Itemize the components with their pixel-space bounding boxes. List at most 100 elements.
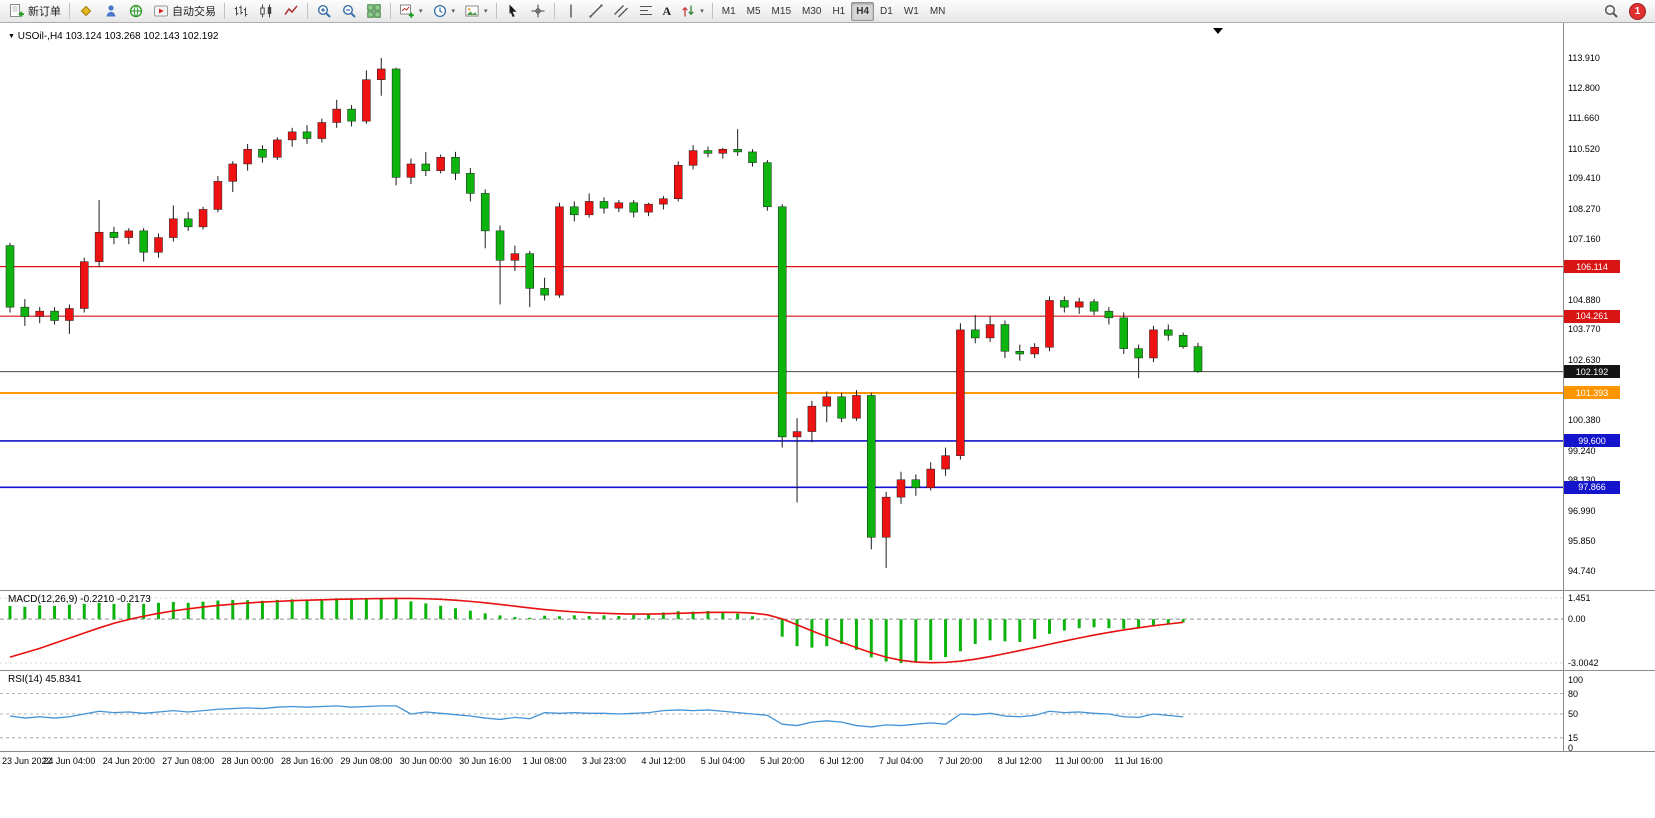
macd-panel[interactable] [0,597,1563,664]
zoom-in-button[interactable] [312,1,336,22]
macd-axis-label: 0.00 [1568,614,1586,625]
candle [287,127,297,147]
cursor-icon [509,4,517,17]
candle [792,418,802,503]
candle [659,196,668,210]
channel-icon [613,5,628,18]
price-axis-label: 95.850 [1568,536,1596,547]
search-button[interactable] [1599,1,1623,22]
templates-button[interactable]: ▾ [460,1,492,22]
price-axis-label: 108.270 [1568,203,1601,214]
diamond-icon [80,5,92,17]
market-watch-button[interactable] [74,1,98,22]
new-order-label: 新订单 [28,6,61,18]
candle [421,151,431,177]
magnifier-icon [1603,3,1619,19]
timeframe-w1-button[interactable]: W1 [903,5,919,17]
candle [406,158,416,185]
toolbar-separator [224,3,225,19]
candle [911,474,921,496]
candle [495,225,505,305]
chart-bars-button[interactable] [229,1,253,22]
macd-axis-label: -3.0042 [1568,658,1599,669]
rsi-line [9,705,1184,728]
candle [926,462,935,491]
period-menu-button[interactable]: ▾ [428,1,460,22]
candle [436,154,445,174]
candle [584,193,594,218]
candle [1119,312,1128,354]
chart-symbol-line: ▼ USOil-,H4 103.124 103.268 102.143 102.… [8,31,218,42]
price-axis-label: 111.660 [1568,113,1600,124]
new-order-button[interactable]: 新订单 [5,1,65,22]
candle [80,257,89,313]
channel-button[interactable] [609,1,633,22]
candle [867,392,876,550]
price-axis-label: 94.740 [1568,565,1596,576]
timeframe-m30-button[interactable]: M30 [802,5,822,17]
community-button[interactable] [124,1,148,22]
time-axis-label: 28 Jun 16:00 [280,756,334,766]
time-axis-label: 30 Jun 00:00 [399,756,452,766]
candle [852,390,861,421]
candle [480,189,490,249]
candle [391,67,401,186]
symbol-dropdown-icon[interactable]: ▼ [8,33,15,40]
timeframe-m15-button[interactable]: M15 [771,5,791,17]
auto-trading-button[interactable]: 自动交易 [149,1,220,22]
trendline-button[interactable] [584,1,608,22]
price-badge: 99.600 [1564,434,1620,448]
magnifier-icon [1604,4,1618,18]
price-axis-label: 98.130 [1568,475,1596,485]
timeframe-d1-button[interactable]: D1 [880,5,893,17]
rsi-panel[interactable] [0,693,1563,739]
text-icon: A [662,3,672,18]
text-tool-button[interactable]: A [659,1,676,22]
accounts-button[interactable] [99,1,123,22]
rsi-axis-label: 15 [1568,732,1579,743]
candle [20,299,30,326]
cursor-button[interactable] [501,1,525,22]
symbol-period-label: USOil-,H4 [17,31,63,42]
fibonacci-button[interactable] [634,1,658,22]
candle [362,70,371,124]
candle [1149,325,1158,362]
clock-icon [433,4,446,18]
tile-windows-button[interactable] [362,1,386,22]
candle [302,125,312,144]
price-badge: 97.866 [1564,480,1620,494]
arrow-icon [682,5,694,17]
arrows-button[interactable]: ▾ [676,1,708,22]
timeframe-m5-button[interactable]: M5 [746,5,761,17]
toolbar: 新订单 自动交易 ▾ ▾ ▾ A ▾ M1 M5 M15 M30 H1 H4 D1 W1 MN 1 [0,0,1655,23]
chart-candles-button[interactable] [254,1,278,22]
timeframe-h4-button[interactable]: H4 [851,1,875,21]
candle [644,202,653,217]
candle [35,307,44,324]
price-axis-label: 96.990 [1568,505,1596,516]
new-chart-button[interactable]: ▾ [395,1,427,22]
timeframe-h1-button[interactable]: H1 [832,5,846,17]
candle [228,161,237,193]
fibo-icon [639,6,652,15]
candle [510,245,520,272]
chart-line-button[interactable] [279,1,303,22]
vertical-line-button[interactable] [559,1,583,22]
crosshair-button[interactable] [526,1,550,22]
time-axis-label: 5 Jul 20:00 [760,756,805,766]
vline-icon [569,4,572,18]
timeframe-m1-button[interactable]: M1 [721,5,736,17]
price-badge: 106.114 [1564,260,1620,274]
zoom-out-button[interactable] [337,1,361,22]
candles [5,58,1203,569]
candle [718,147,728,159]
candle [896,471,906,504]
timeframe-mn-button[interactable]: MN [929,5,946,17]
chart-shift-marker-icon[interactable] [1213,28,1223,34]
notification-badge[interactable]: 1 [1629,2,1646,20]
candle [466,167,475,202]
toolbar-separator [495,3,497,19]
candle [213,176,223,213]
